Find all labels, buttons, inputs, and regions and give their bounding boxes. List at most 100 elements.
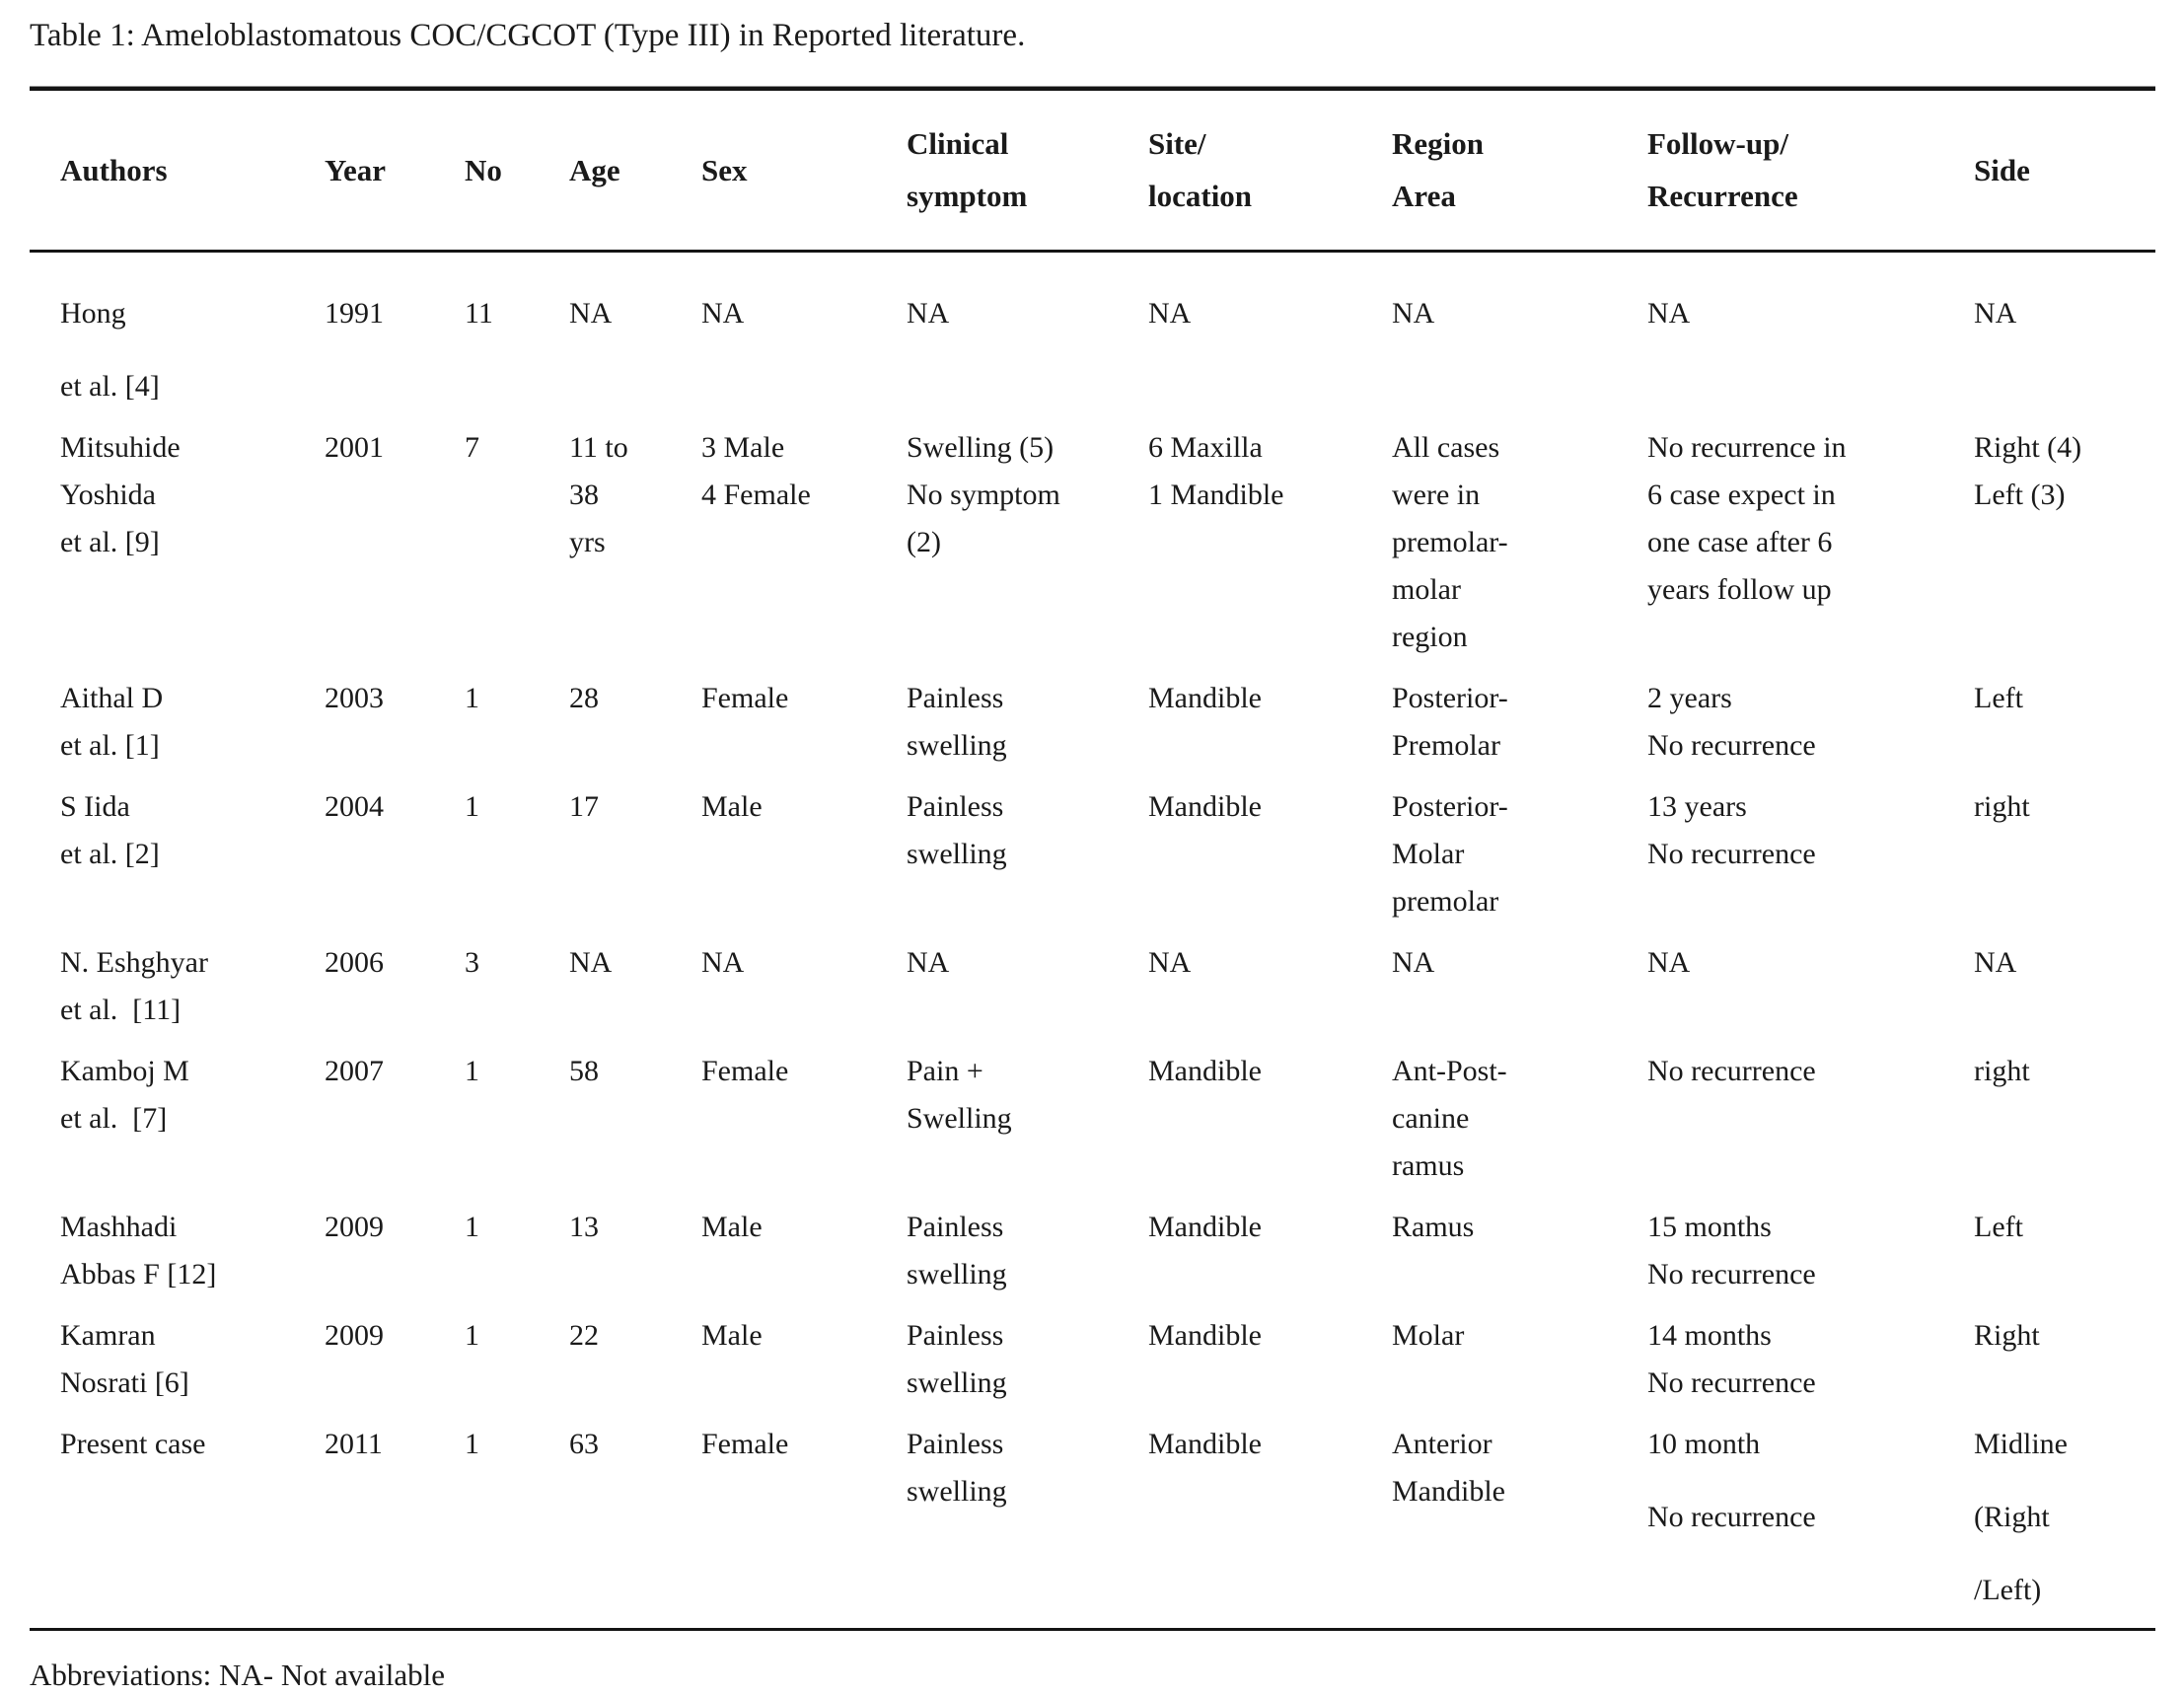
cell-line: Hong bbox=[60, 296, 126, 330]
cell-line: swelling bbox=[907, 1365, 1007, 1399]
cell-line: Male bbox=[701, 789, 763, 823]
cell-line: one case after 6 bbox=[1647, 525, 1833, 558]
cell-line: No recurrence bbox=[1647, 1257, 1816, 1290]
cell-region-area: Posterior- Molar premolar bbox=[1368, 783, 1624, 939]
cell-year: 2007 bbox=[301, 1048, 441, 1204]
cell-year: 2006 bbox=[301, 939, 441, 1048]
cell-site-location: 6 Maxilla 1 Mandible bbox=[1125, 424, 1368, 675]
cell-line: No recurrence bbox=[1647, 1365, 1816, 1399]
cell-line: Mandible bbox=[1148, 1054, 1262, 1087]
cell-age: NA bbox=[546, 939, 678, 1048]
cell-line: ramus bbox=[1392, 1148, 1465, 1182]
cell-line: 13 bbox=[569, 1210, 599, 1243]
cell-line: NA bbox=[1974, 945, 2017, 979]
cell-line: Painless bbox=[907, 681, 1004, 714]
column-header-site-location: Site/location bbox=[1125, 89, 1368, 253]
cell-line: 2006 bbox=[325, 945, 384, 979]
cell-line: Right bbox=[1974, 1318, 2040, 1352]
cell-no: 1 bbox=[441, 783, 546, 939]
cell-line: yrs bbox=[569, 525, 606, 558]
cell-region-area: NA bbox=[1368, 939, 1624, 1048]
cell-region-area: Posterior- Premolar bbox=[1368, 675, 1624, 783]
cell-line: 13 years bbox=[1647, 789, 1747, 823]
cell-line: Mandible bbox=[1148, 789, 1262, 823]
table-row: Mitsuhide Yoshida et al. [9] 2001 7 11 to 38 yr… bbox=[30, 424, 2155, 675]
cell-line: Recurrence bbox=[1647, 179, 1798, 214]
cell-line: 6 case expect in bbox=[1647, 478, 1836, 511]
cell-line: 1 bbox=[465, 1054, 479, 1087]
cell-line: 38 bbox=[569, 478, 599, 511]
cell-age: 22 bbox=[546, 1312, 678, 1421]
cell-authors: Mitsuhide Yoshida et al. [9] bbox=[30, 424, 301, 675]
cell-side: Midline (Right/Left) bbox=[1950, 1421, 2155, 1630]
cell-line: Side bbox=[1974, 152, 2030, 187]
cell-line: Follow-up/ bbox=[1647, 126, 1788, 162]
column-header-sex: Sex bbox=[678, 89, 883, 253]
cell-line: 2009 bbox=[325, 1210, 384, 1243]
abbreviations-note: Abbreviations: NA- Not available bbox=[30, 1657, 445, 1692]
cell-clinical-symptom: NA bbox=[883, 939, 1125, 1048]
cell-clinical-symptom: Painless swelling bbox=[883, 675, 1125, 783]
cell-age: 58 bbox=[546, 1048, 678, 1204]
cell-line: NA bbox=[701, 296, 745, 330]
cell-no: 3 bbox=[441, 939, 546, 1048]
cell-line: 1 bbox=[465, 1210, 479, 1243]
cell-year: 2004 bbox=[301, 783, 441, 939]
cell-clinical-symptom: Painless swelling bbox=[883, 1204, 1125, 1312]
cell-line: NA bbox=[569, 296, 613, 330]
cell-region-area: Molar bbox=[1368, 1312, 1624, 1421]
cell-line: Molar bbox=[1392, 1318, 1465, 1352]
cell-year: 2011 bbox=[301, 1421, 441, 1630]
cell-line: Kamran bbox=[60, 1318, 156, 1352]
cell-line: et al. [4] bbox=[60, 369, 160, 403]
cell-line: Ramus bbox=[1392, 1210, 1475, 1243]
cell-line: symptom bbox=[907, 179, 1028, 214]
cell-line: Anterior bbox=[1392, 1427, 1492, 1460]
cell-line: NA bbox=[1647, 945, 1691, 979]
cell-authors: N. Eshghyar et al. [11] bbox=[30, 939, 301, 1048]
cell-authors: Present case bbox=[30, 1421, 301, 1630]
cell-line: Yoshida bbox=[60, 478, 156, 511]
column-header-age: Age bbox=[546, 89, 678, 253]
cell-line: Male bbox=[701, 1210, 763, 1243]
cell-line: Posterior- bbox=[1392, 789, 1508, 823]
cell-site-location: Mandible bbox=[1125, 675, 1368, 783]
cell-region-area: Anterior Mandible bbox=[1368, 1421, 1624, 1630]
cell-follow-up-recurrence: 14 months No recurrence bbox=[1624, 1312, 1950, 1421]
table-row: Kamran Nosrati [6] 2009 1 22 Male Painless swel… bbox=[30, 1312, 2155, 1421]
cell-line: 2011 bbox=[325, 1427, 383, 1460]
line-spacer bbox=[1974, 1468, 2148, 1494]
cell-line: Sex bbox=[701, 152, 748, 187]
cell-line: Site/ bbox=[1148, 126, 1206, 162]
cell-line: 14 months bbox=[1647, 1318, 1772, 1352]
cell-line: NA bbox=[1647, 296, 1691, 330]
cell-clinical-symptom: Painless swelling bbox=[883, 1421, 1125, 1630]
cell-line: NA bbox=[569, 945, 613, 979]
cell-line: Painless bbox=[907, 789, 1004, 823]
cell-age: 63 bbox=[546, 1421, 678, 1630]
cell-line: Nosrati [6] bbox=[60, 1365, 189, 1399]
cell-line: Midline bbox=[1974, 1427, 2068, 1460]
cell-site-location: Mandible bbox=[1125, 1048, 1368, 1204]
column-header-year: Year bbox=[301, 89, 441, 253]
cell-year: 2009 bbox=[301, 1204, 441, 1312]
cell-clinical-symptom: Painless swelling bbox=[883, 1312, 1125, 1421]
cell-line: et al. [1] bbox=[60, 728, 160, 762]
cell-region-area: Ant-Post-canine ramus bbox=[1368, 1048, 1624, 1204]
cell-age: 11 to 38 yrs bbox=[546, 424, 678, 675]
cell-age: NA bbox=[546, 251, 678, 424]
cell-line: Year bbox=[325, 152, 386, 187]
cell-line: 2001 bbox=[325, 430, 384, 464]
cell-authors: S Iida et al. [2] bbox=[30, 783, 301, 939]
cell-line: 1 Mandible bbox=[1148, 478, 1284, 511]
cell-line: 2004 bbox=[325, 789, 384, 823]
table-row: S Iida et al. [2] 2004 1 17 Male Painless swell… bbox=[30, 783, 2155, 939]
cell-age: 17 bbox=[546, 783, 678, 939]
line-spacer bbox=[1647, 1468, 1942, 1494]
cell-line: swelling bbox=[907, 837, 1007, 870]
table-row: Kamboj M et al. [7] 2007 1 58 Female Pain + Swe… bbox=[30, 1048, 2155, 1204]
cell-line: No bbox=[465, 152, 502, 187]
cell-line: region bbox=[1392, 620, 1468, 653]
cell-line: right bbox=[1974, 1054, 2030, 1087]
cell-follow-up-recurrence: 13 years No recurrence bbox=[1624, 783, 1950, 939]
